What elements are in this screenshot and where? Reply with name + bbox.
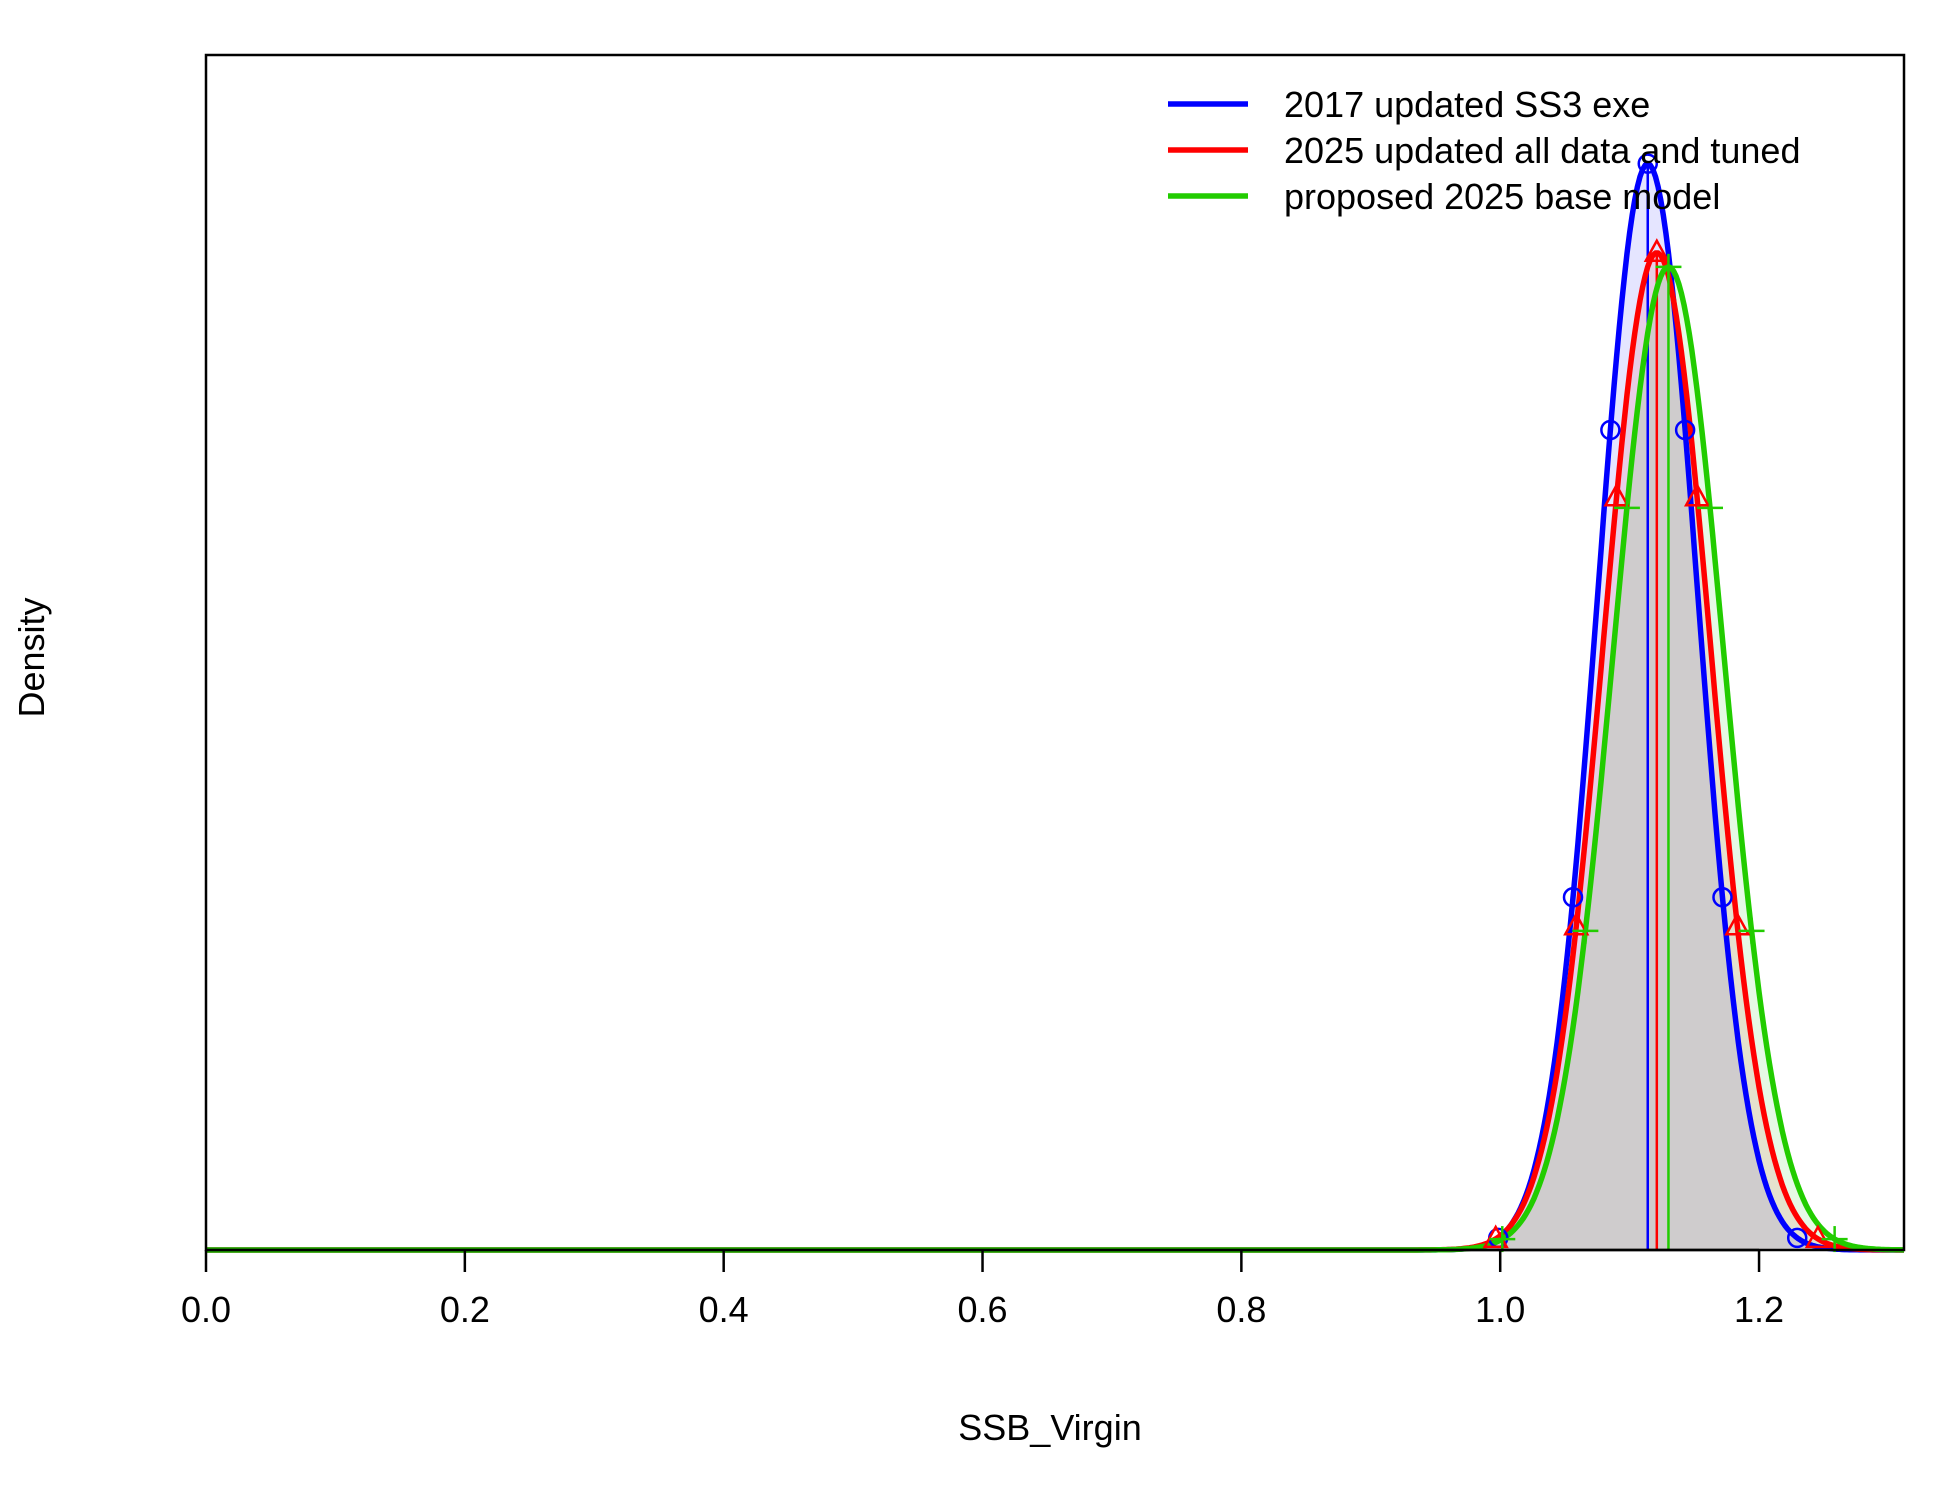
- series-2-marker-2: [1563, 911, 1590, 936]
- series-2-marker-6: [1724, 911, 1751, 936]
- series-3-marker-4: [1655, 253, 1682, 280]
- series-2-marker-4: [1643, 238, 1670, 262]
- x-tick-label-6: 1.0: [1475, 1289, 1525, 1330]
- x-axis-title: SSB_Virgin: [958, 1407, 1141, 1448]
- legend-label-3: proposed 2025 base model: [1284, 176, 1720, 217]
- series-3-marker-7: [1821, 1226, 1848, 1253]
- series-3-marker-3: [1613, 494, 1640, 521]
- x-tick-label-5: 0.8: [1216, 1289, 1266, 1330]
- legend-label-2: 2025 updated all data and tuned: [1284, 130, 1800, 171]
- series-1-marker-2: [1562, 887, 1584, 908]
- x-tick-label-2: 0.2: [440, 1289, 490, 1330]
- series-2-marker-5: [1683, 482, 1711, 507]
- series-1-marker-3: [1600, 419, 1621, 441]
- series-1-marker-6: [1712, 887, 1733, 908]
- x-axis: 0.0 0.2 0.4 0.6 0.8 1.0 1.2: [181, 1248, 1784, 1330]
- series-1-marker-7: [1786, 1227, 1808, 1249]
- legend-label-1: 2017 updated SS3 exe: [1284, 84, 1650, 125]
- x-tick-label-7: 1.2: [1734, 1289, 1784, 1330]
- series-3-marker-6: [1738, 917, 1765, 944]
- series-2-marker-7: [1804, 1224, 1832, 1249]
- x-tick-label-4: 0.6: [958, 1289, 1008, 1330]
- series-1-marker-4: [1637, 153, 1658, 174]
- x-tick-label-1: 0.0: [181, 1289, 231, 1330]
- legend: 2017 updated SS3 exe 2025 updated all dat…: [1168, 84, 1800, 217]
- series-1-marker-5: [1674, 419, 1696, 441]
- x-tick-label-3: 0.4: [699, 1289, 749, 1330]
- y-axis-title: Density: [11, 597, 52, 717]
- series-3-marker-2: [1572, 917, 1599, 944]
- density-fills: [206, 163, 1904, 1251]
- series-1-fill: [206, 163, 1904, 1251]
- series-2-fill: [206, 253, 1904, 1250]
- series-2-marker-3: [1603, 482, 1630, 507]
- series-3-marker-1: [1489, 1226, 1516, 1253]
- series-3-marker-5: [1696, 494, 1723, 521]
- density-markers: [1482, 153, 1848, 1253]
- series-3-fill: [206, 266, 1904, 1250]
